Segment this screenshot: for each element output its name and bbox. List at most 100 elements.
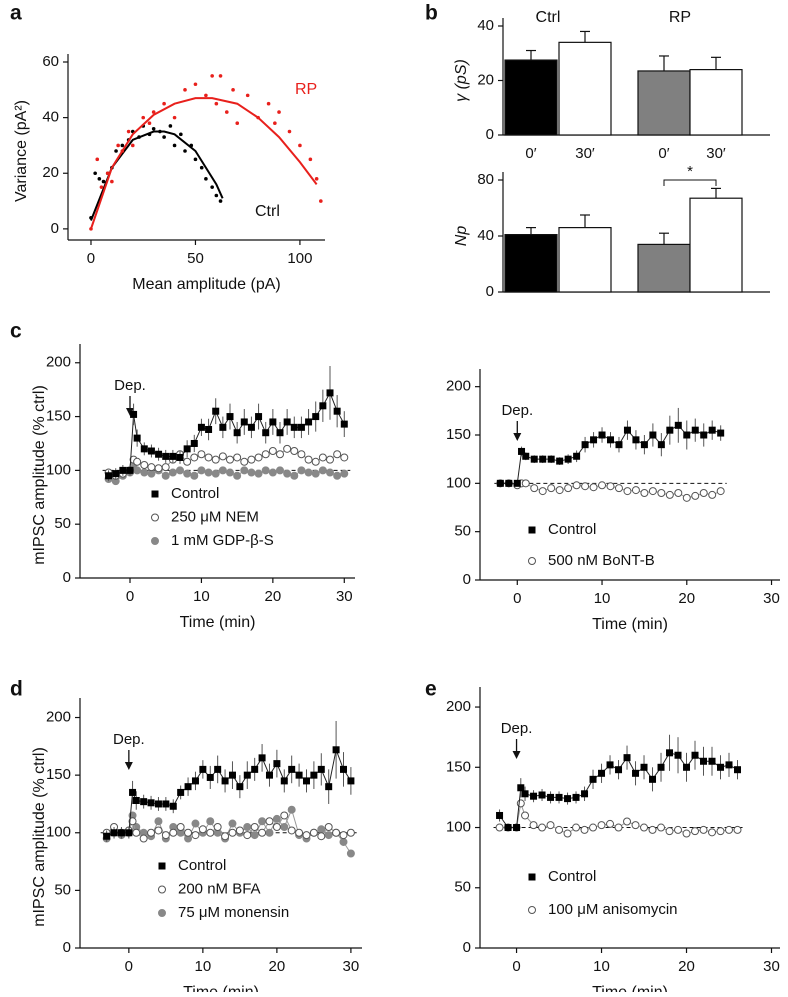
marker [640,489,649,497]
marker [133,457,142,466]
bar [689,197,743,293]
marker [280,823,289,831]
marker [700,431,708,439]
x-tick-label: 0 [125,958,133,975]
bar [637,243,691,293]
marker [516,799,525,808]
x-axis-label: Mean amplitude (pA) [132,276,281,293]
marker [615,441,623,449]
marker [521,811,530,820]
marker [251,765,259,773]
marker [657,441,665,449]
marker [547,793,555,801]
scatter-point [97,177,102,181]
scatter-point [204,93,208,98]
marker [283,469,292,478]
scatter-point [95,157,100,162]
marker [233,453,242,462]
marker [496,479,504,487]
x-tick-label: 100 [287,250,312,267]
scatter-point [168,124,173,128]
marker [317,832,326,841]
marker [339,831,348,840]
marker [319,402,327,410]
x-tick-label: 10 [195,958,212,975]
marker [317,765,325,773]
marker [573,452,581,460]
scatter-point [218,199,223,203]
legend-label: 200 nM BFA [178,880,261,897]
marker [206,828,215,837]
marker [657,763,665,771]
y-tick-label: 50 [54,881,71,898]
marker [140,798,148,806]
annotation-label: Dep. [501,720,533,737]
scatter-point [287,129,292,134]
marker [117,829,125,837]
marker [147,828,156,837]
marker [699,825,708,834]
marker [572,823,581,832]
x-tick-label: 30 [336,588,353,605]
marker [221,777,229,785]
panel-label: a [10,2,22,25]
marker [254,469,263,478]
marker [297,423,305,431]
marker [555,793,563,801]
scatter-point [214,193,219,198]
marker [699,489,708,497]
marker [318,453,327,462]
y-tick-label: 80 [477,171,494,188]
y-tick-label: 0 [63,939,71,956]
scatter-point [147,121,152,125]
marker [340,453,349,462]
marker [581,790,589,798]
y-tick-label: 20 [477,71,494,88]
series-line [500,424,721,484]
x-tick-label: 0 [512,958,520,975]
marker [212,407,220,415]
arrow-head [513,433,522,441]
marker [555,486,564,495]
x-tick-label: 30 [763,958,780,975]
marker [297,450,306,459]
x-tick-label: 0′ [525,145,536,162]
marker [265,771,273,779]
marker [326,389,334,397]
marker [154,826,163,835]
marker [226,455,234,464]
x-axis-label: Time (min) [180,614,256,631]
scatter-point [93,171,97,176]
marker [191,777,199,785]
marker [283,444,292,453]
marker [606,761,614,769]
bar [637,70,691,136]
marker [119,466,127,474]
marker [280,777,288,785]
marker [206,817,215,826]
marker [132,828,141,837]
marker [261,450,270,459]
marker [648,487,657,496]
marker [717,429,725,437]
marker [236,783,244,791]
marker [538,823,547,832]
marker [318,466,327,475]
marker [221,832,230,841]
marker [682,493,691,502]
marker [683,431,691,439]
marker [140,468,149,477]
marker [589,823,598,832]
marker [133,434,141,442]
marker [126,466,134,474]
marker [581,441,589,449]
marker [683,763,691,771]
marker [129,788,137,796]
marker [496,811,504,819]
marker [265,828,274,837]
legend-label: 500 nM BoNT-B [548,552,655,569]
marker [555,825,564,834]
marker [147,447,155,455]
arrow-head [126,408,134,416]
marker [133,466,142,475]
